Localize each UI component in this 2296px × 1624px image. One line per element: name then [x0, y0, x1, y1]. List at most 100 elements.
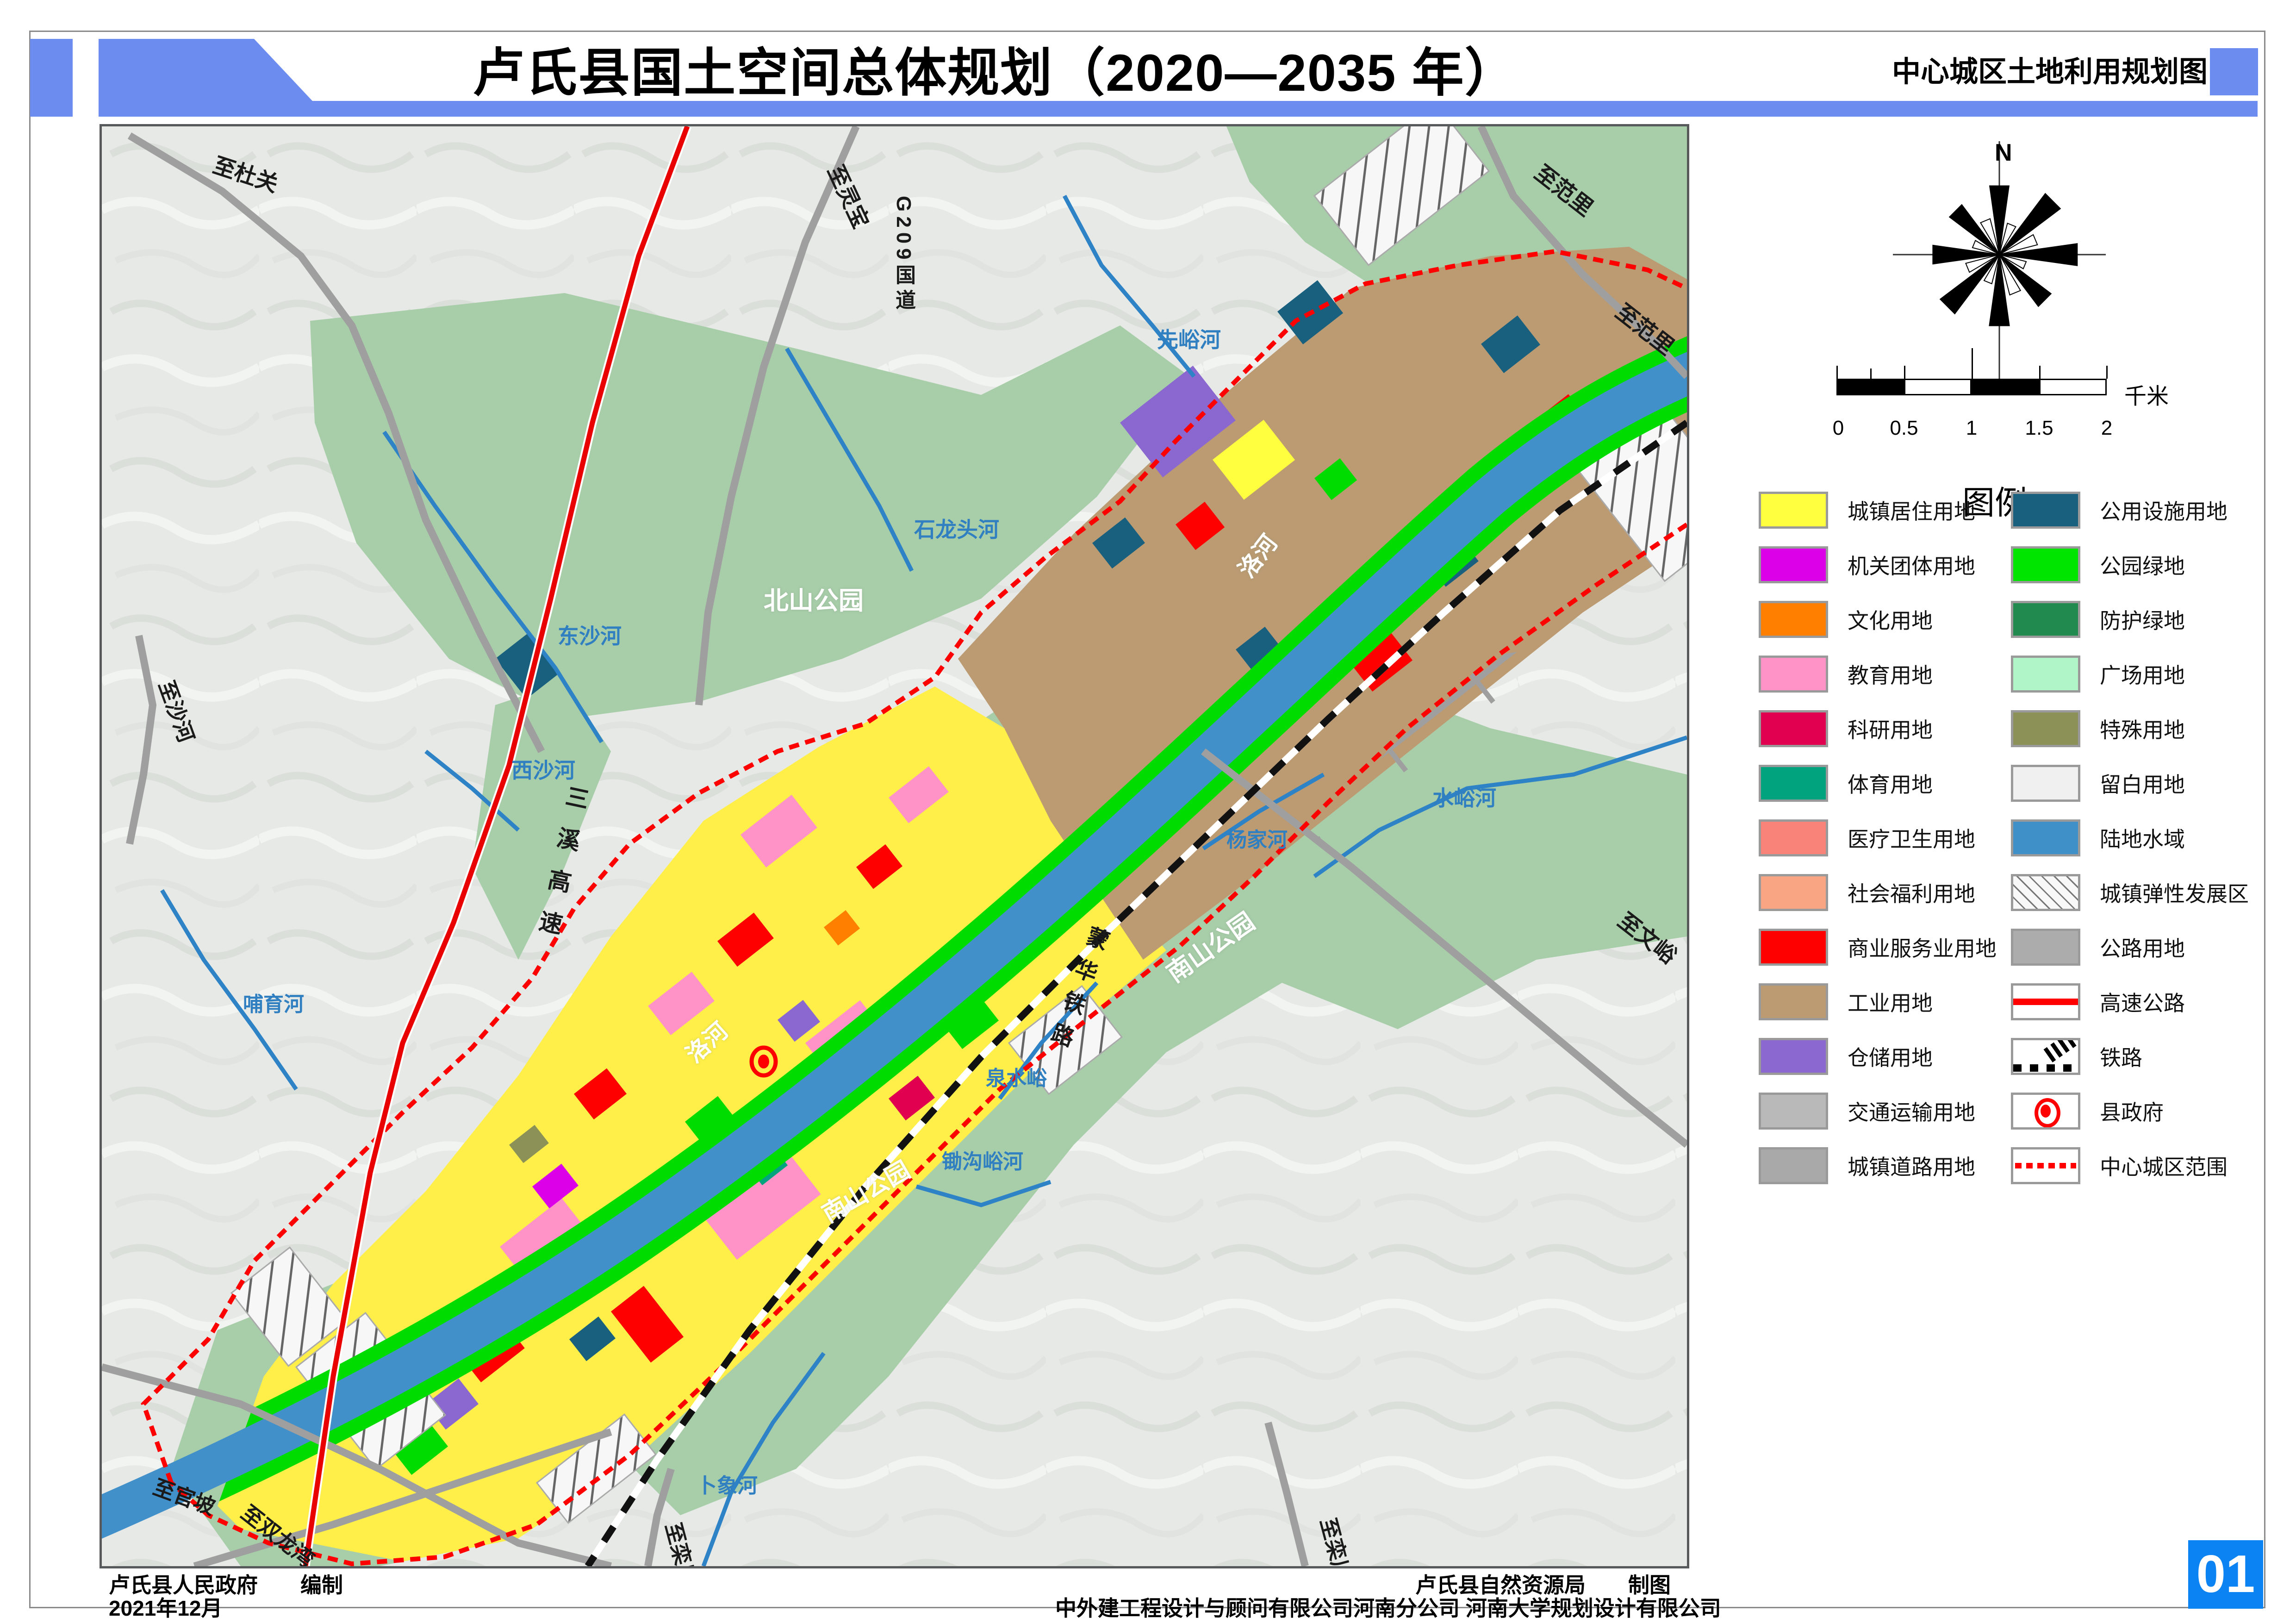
legend-swatch-fill [2011, 765, 2080, 802]
legend-label: 仓储用地 [1848, 1046, 1933, 1070]
legend-item: 机关团体用地 [1759, 546, 1997, 583]
page-number-badge: 01 [2188, 1540, 2263, 1609]
header-left-square-decoration [30, 39, 73, 117]
scale-tick-1: 1 [1966, 417, 1978, 439]
legend-label: 公路用地 [2100, 937, 2185, 961]
legend-label: 中心城区范围 [2100, 1156, 2228, 1179]
legend-label: 社会福利用地 [1848, 882, 1975, 906]
legend-label: 县政府 [2100, 1101, 2164, 1124]
page-subtitle: 中心城区土地利用规划图 [1892, 56, 2208, 88]
compass-rose [1893, 141, 2106, 389]
county-government-symbol [749, 1045, 778, 1078]
legend-item: 体育用地 [1759, 765, 1997, 802]
legend-swatch-fill [1759, 765, 1828, 802]
legend-item: 交通运输用地 [1759, 1093, 1997, 1130]
legend-label: 体育用地 [1848, 773, 1933, 797]
legend-label: 特殊用地 [2100, 718, 2185, 742]
legend-swatch-fill [2011, 492, 2080, 529]
legend-item: 文化用地 [1759, 601, 1997, 638]
footer-design-firms: 中外建工程设计与顾问有限公司河南分公司 河南大学规划设计有限公司 [1055, 1596, 1721, 1620]
scale-tick-05: 0.5 [1890, 417, 1918, 439]
page-title: 卢氏县国土空间总体规划（2020—2035 年） [473, 44, 1518, 102]
legend-item: 公园绿地 [2011, 546, 2249, 583]
legend-swatch-fill [2011, 601, 2080, 638]
railway-line [585, 419, 1687, 1566]
legend-swatch-fill [1759, 710, 1828, 747]
legend-swatch-fill [2011, 546, 2080, 583]
legend-label: 留白用地 [2100, 773, 2185, 797]
legend-swatch-fill [1759, 929, 1828, 966]
legend-item: 县政府 [2011, 1093, 2249, 1130]
legend-column-right: 公用设施用地 公园绿地防护绿地广场用地特殊用地留白用地陆地水域城镇弹性发展区公路用… [2011, 492, 2249, 1202]
tributary-streams [160, 194, 1687, 1566]
scale-unit-label: 千米 [2124, 384, 2169, 409]
legend-swatch-fill [1759, 546, 1828, 583]
legend-item: 社会福利用地 [1759, 874, 1997, 911]
legend-swatch-hatch [2011, 874, 2080, 911]
legend-label: 铁路 [2100, 1046, 2142, 1070]
legend-label: 交通运输用地 [1848, 1101, 1975, 1124]
hills-southeast [912, 1168, 1687, 1566]
land-use-map [102, 126, 1687, 1566]
legend-item: 陆地水域 [2011, 819, 2249, 856]
legend-label: 机关团体用地 [1848, 555, 1975, 578]
legend-item: 留白用地 [2011, 765, 2249, 802]
legend-swatch-fill [1759, 983, 1828, 1020]
external-roads [102, 126, 1687, 1566]
legend-item: 城镇弹性发展区 [2011, 874, 2249, 911]
legend-swatch-fill [1759, 1038, 1828, 1075]
legend-label: 广场用地 [2100, 664, 2185, 687]
legend-swatch-fill [1759, 1093, 1828, 1130]
legend-swatch-fill [1759, 601, 1828, 638]
page-frame [29, 31, 2265, 1608]
legend-label: 公园绿地 [2100, 555, 2185, 578]
legend-item: 防护绿地 [2011, 601, 2249, 638]
legend-item: 工业用地 [1759, 983, 1997, 1020]
legend-swatch-fill [1759, 656, 1828, 693]
legend-label: 公用设施用地 [2100, 500, 2228, 524]
legend-item: 仓储用地 [1759, 1038, 1997, 1075]
scale-tick-2: 2 [2101, 417, 2113, 439]
legend-swatch-fill [1759, 492, 1828, 529]
legend-item: 教育用地 [1759, 656, 1997, 693]
legend-item: 公用设施用地 [2011, 492, 2249, 529]
expressway-line [301, 126, 691, 1566]
legend-swatch-fill [1759, 1147, 1828, 1184]
legend-swatch-railway [2011, 1038, 2080, 1075]
legend-label: 城镇道路用地 [1848, 1156, 1975, 1179]
legend-column-left: 城镇居住用地 机关团体用地 文化用地教育用地科研用地体育用地医疗卫生用地社会福利用地… [1759, 492, 1997, 1202]
legend-label: 科研用地 [1848, 718, 1933, 742]
legend-swatch-fill [1759, 874, 1828, 911]
legend-label: 高速公路 [2100, 992, 2185, 1015]
legend-item: 科研用地 [1759, 710, 1997, 747]
legend-item: 商业服务业用地 [1759, 929, 1997, 966]
legend-label: 商业服务业用地 [1848, 937, 1997, 961]
compass-north-label: N [1995, 139, 2012, 166]
footer-drawn-by: 卢氏县自然资源局 制图 [1415, 1573, 1671, 1597]
legend-item: 高速公路 [2011, 983, 2249, 1020]
legend-swatch-fill [1759, 819, 1828, 856]
legend-label: 防护绿地 [2100, 609, 2185, 633]
legend-label: 城镇居住用地 [1848, 500, 1975, 524]
legend-swatch-fill [2011, 819, 2080, 856]
legend-label: 教育用地 [1848, 664, 1933, 687]
legend-label: 文化用地 [1848, 609, 1933, 633]
legend-label: 陆地水域 [2100, 828, 2185, 851]
scale-tick-0: 0 [1832, 417, 1844, 439]
footer-compiled-by: 卢氏县人民政府 编制 [109, 1573, 343, 1597]
legend-swatch-fill [2011, 929, 2080, 966]
legend-item: 公路用地 [2011, 929, 2249, 966]
legend-swatch-expressway [2011, 983, 2080, 1020]
legend-swatch-government [2011, 1093, 2080, 1130]
map-panel: 至杜关 至灵宝 G209国道 至范里 至范里 先峪河 石龙头河 北山公园 东沙河 洛河 三溪高速 至沙… [100, 124, 1689, 1568]
legend-item: 城镇居住用地 [1759, 492, 1997, 529]
legend-swatch-boundary [2011, 1147, 2080, 1184]
legend-item: 特殊用地 [2011, 710, 2249, 747]
footer-date: 2021年12月 [109, 1596, 223, 1620]
legend-item: 医疗卫生用地 [1759, 819, 1997, 856]
legend-item: 中心城区范围 [2011, 1147, 2249, 1184]
header-right-square-decoration [2210, 48, 2258, 95]
central-district-boundary [141, 249, 1687, 1566]
legend-swatch-fill [2011, 656, 2080, 693]
legend-item: 城镇道路用地 [1759, 1147, 1997, 1184]
